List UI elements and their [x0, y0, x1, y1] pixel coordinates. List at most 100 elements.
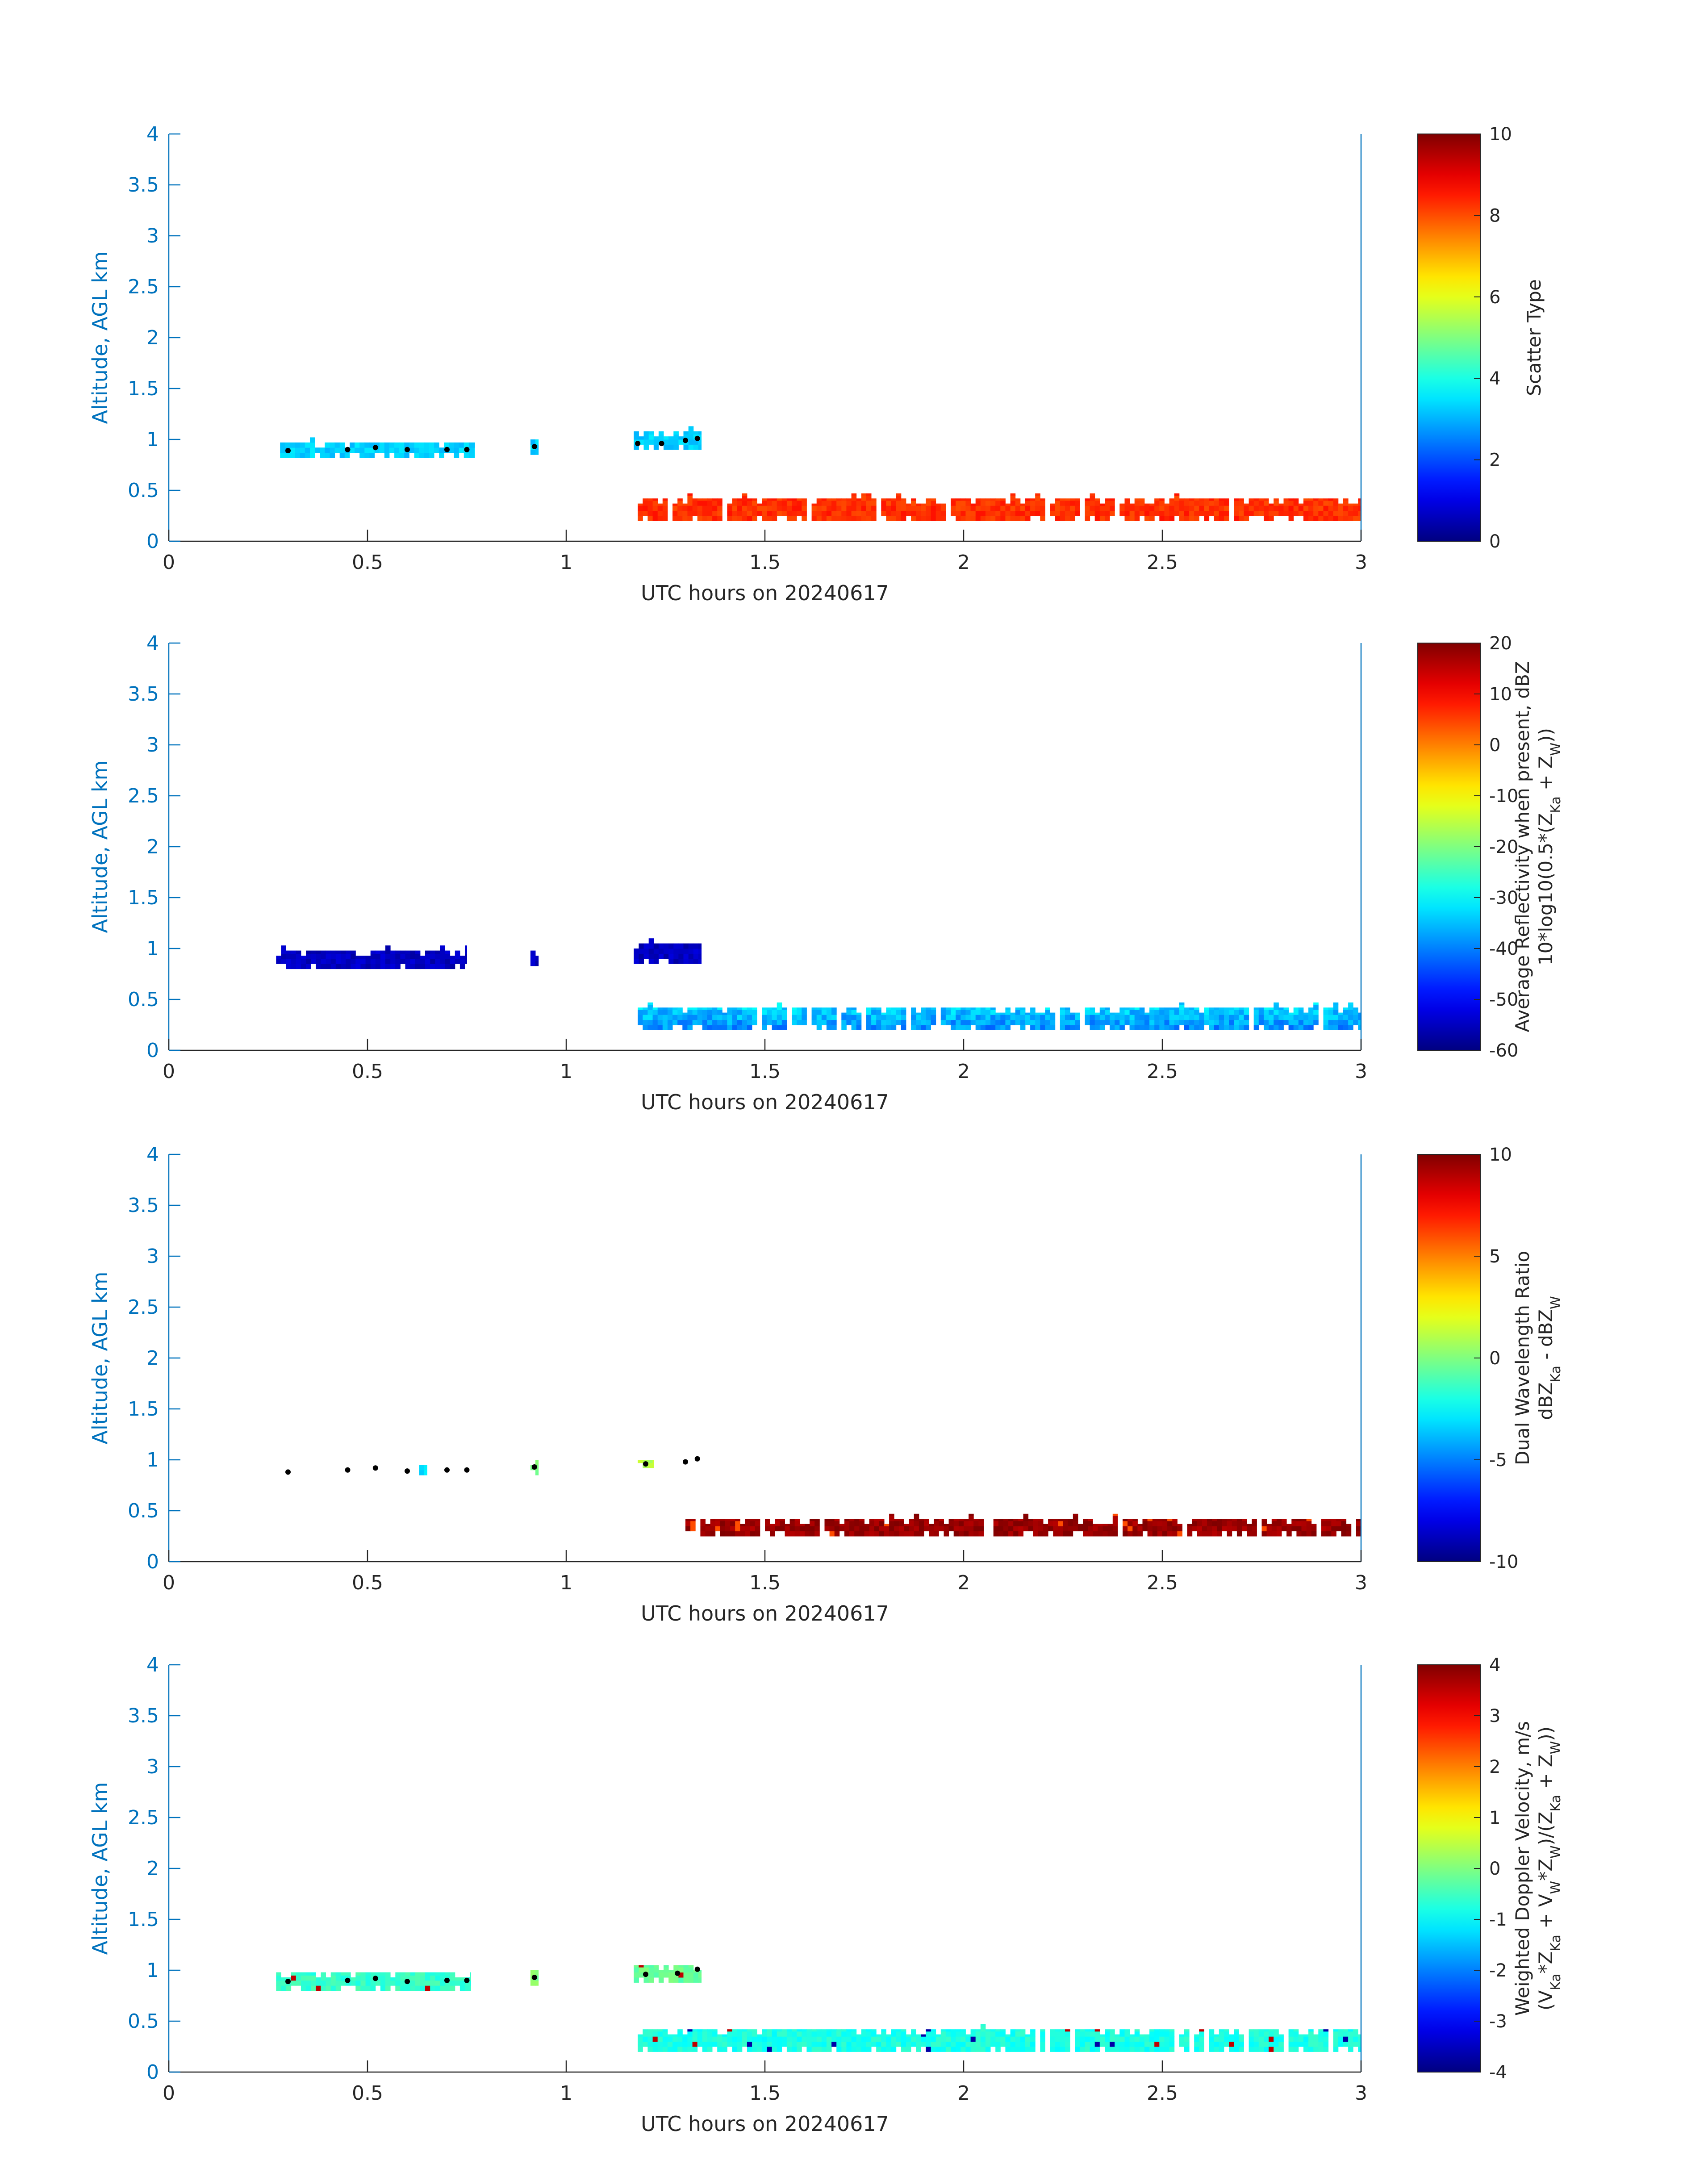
heatmap-cell — [1063, 1531, 1069, 1537]
heatmap-cell — [678, 958, 684, 964]
heatmap-cell — [1164, 1009, 1170, 1015]
heatmap-cell — [921, 1020, 926, 1025]
heatmap-cell — [792, 500, 797, 506]
heatmap-cell — [710, 1531, 716, 1537]
heatmap-cell — [380, 950, 386, 954]
heatmap-cell — [911, 516, 916, 521]
heatmap-cell — [792, 498, 797, 501]
colorbar-tick-label: -30 — [1489, 888, 1518, 908]
heatmap-cell — [1253, 2031, 1259, 2037]
heatmap-cell — [980, 2036, 986, 2042]
y-axis-label: Altitude, AGL km — [88, 1271, 112, 1444]
heatmap-cell — [1065, 2031, 1070, 2037]
heatmap-cell — [535, 1970, 539, 1976]
heatmap-cell — [1088, 1526, 1093, 1532]
heatmap-cell — [931, 2036, 936, 2042]
heatmap-cell — [647, 516, 653, 521]
heatmap-cell — [1219, 510, 1224, 516]
heatmap-cell — [1323, 2047, 1329, 2052]
heatmap-cell — [459, 964, 465, 969]
heatmap-cell — [1010, 2029, 1016, 2032]
heatmap-cell — [995, 500, 1001, 506]
heatmap-cell — [1033, 1526, 1039, 1532]
heatmap-cell — [1274, 2029, 1279, 2032]
heatmap-cell — [948, 1519, 954, 1521]
y-tick-label: 3 — [146, 1245, 159, 1268]
heatmap-cell — [965, 2041, 971, 2047]
heatmap-cell — [960, 2041, 966, 2047]
heatmap-cell — [978, 1526, 984, 1532]
heatmap-cell — [535, 449, 539, 455]
heatmap-cell — [935, 2047, 941, 2052]
heatmap-cell — [1308, 2047, 1314, 2052]
heatmap-cell — [1058, 1531, 1063, 1537]
heatmap-cell — [1323, 500, 1329, 506]
heatmap-cell — [940, 2047, 946, 2052]
heatmap-cell — [1169, 498, 1175, 501]
heatmap-cell — [1274, 1009, 1279, 1015]
heatmap-cell — [990, 1025, 996, 1030]
heatmap-cell — [380, 1975, 386, 1981]
heatmap-cell — [672, 1007, 678, 1010]
heatmap-cell — [1209, 1015, 1215, 1020]
y-tick-label: 1 — [146, 1959, 159, 1982]
heatmap-cell — [1038, 1531, 1044, 1537]
heatmap-cell — [894, 1526, 899, 1532]
heatmap-cell — [330, 950, 336, 954]
heatmap-cell — [1296, 1531, 1302, 1537]
heatmap-cell — [1123, 1521, 1128, 1526]
heatmap-cell — [916, 2047, 921, 2052]
heatmap-cell — [672, 516, 678, 521]
heatmap-cell — [1328, 1025, 1334, 1030]
heatmap-cell — [1070, 506, 1075, 511]
heatmap-cell — [740, 1526, 745, 1532]
cloud-base-dot — [444, 447, 450, 452]
heatmap-cell — [692, 2041, 698, 2047]
heatmap-cell — [1154, 510, 1160, 516]
heatmap-cell — [370, 964, 376, 969]
heatmap-cell — [652, 2031, 658, 2037]
heatmap-cell — [861, 506, 867, 511]
heatmap-cell — [770, 1526, 775, 1532]
heatmap-cell — [712, 2036, 718, 2042]
heatmap-cell — [1169, 516, 1175, 521]
heatmap-cell — [673, 1967, 679, 1973]
colorbar-label: Dual Wavelength Ratio — [1512, 1251, 1533, 1465]
heatmap-cell — [767, 2047, 772, 2052]
heatmap-cell — [1323, 506, 1329, 511]
heatmap-cell — [775, 1519, 780, 1521]
heatmap-cell — [1204, 516, 1210, 521]
heatmap-cell — [1353, 506, 1358, 511]
heatmap-cell — [1239, 510, 1244, 516]
heatmap-cell — [429, 447, 434, 453]
heatmap-cell — [1214, 506, 1219, 511]
heatmap-cell — [851, 493, 857, 496]
heatmap-cell — [707, 2029, 713, 2032]
heatmap-cell — [1124, 2031, 1130, 2037]
heatmap-cell — [394, 452, 400, 458]
heatmap-cell — [767, 2029, 772, 2032]
heatmap-cell — [1094, 1012, 1100, 1015]
heatmap-cell — [1149, 503, 1155, 506]
y-tick-label: 3 — [146, 225, 159, 247]
heatmap-cell — [1063, 1526, 1069, 1532]
heatmap-cell — [876, 1009, 881, 1015]
heatmap-cell — [280, 447, 285, 453]
heatmap-cell — [1099, 503, 1105, 506]
heatmap-cell — [1075, 500, 1080, 506]
heatmap-cell — [404, 452, 409, 458]
heatmap-cell — [881, 498, 886, 501]
heatmap-cell — [956, 2029, 961, 2032]
heatmap-cell — [1308, 1015, 1314, 1020]
heatmap-cell — [926, 506, 931, 511]
heatmap-cell — [921, 2041, 926, 2047]
heatmap-cell — [1269, 516, 1274, 521]
heatmap-cell — [1358, 1025, 1361, 1030]
heatmap-cell — [931, 1015, 936, 1020]
heatmap-cell — [1134, 2036, 1140, 2042]
heatmap-cell — [1124, 2029, 1130, 2032]
heatmap-cell — [980, 1020, 986, 1025]
heatmap-cell — [924, 1526, 929, 1532]
heatmap-cell — [351, 1980, 356, 1986]
heatmap-cell — [821, 2036, 827, 2042]
